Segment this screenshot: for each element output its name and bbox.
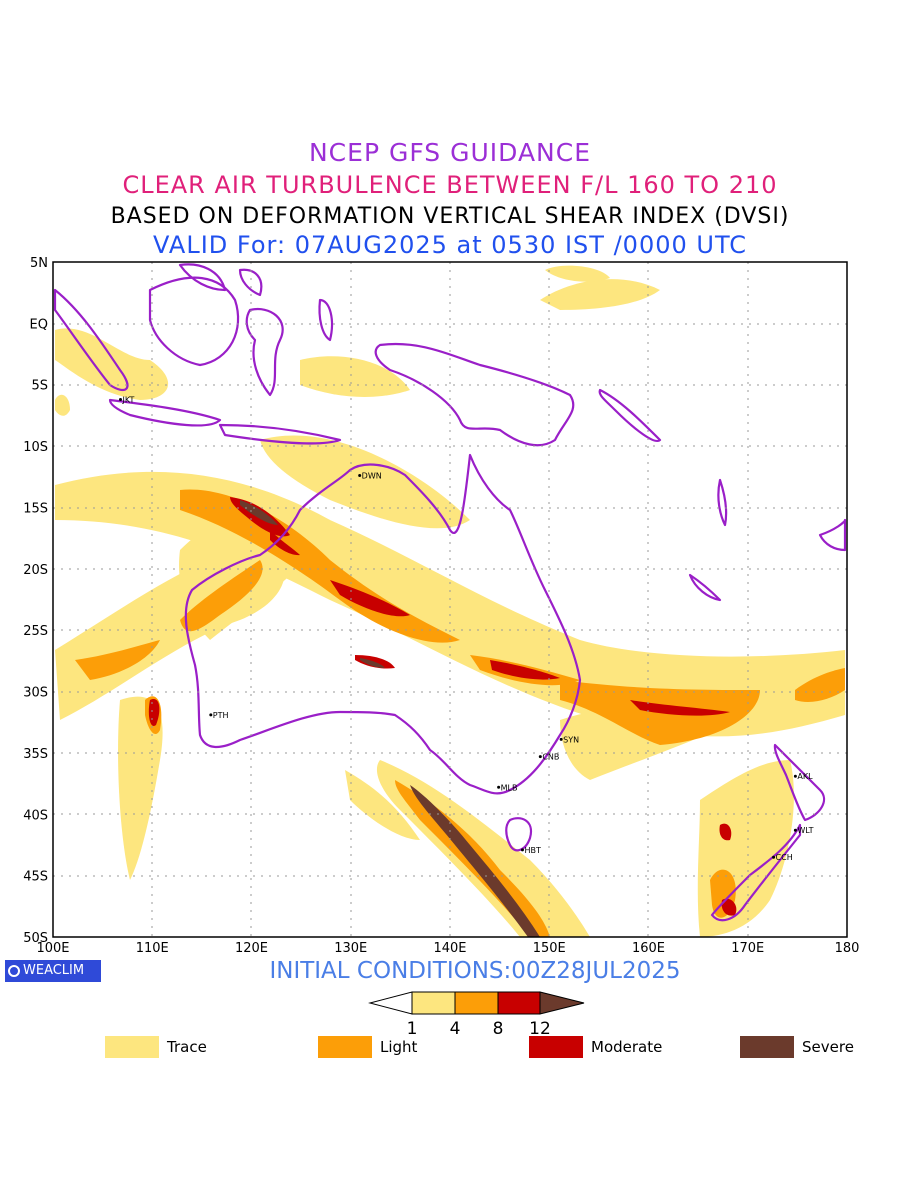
colorbar-light	[454, 991, 499, 1015]
city-label: SYN	[563, 735, 579, 744]
lat-label: 5S	[31, 379, 48, 394]
colorbar-tick: 8	[493, 1019, 504, 1039]
city-label: PTH	[213, 711, 229, 720]
map-frame	[52, 261, 848, 938]
city-label: MLB	[501, 783, 518, 792]
city-dot	[520, 848, 524, 852]
legend-swatch	[318, 1036, 372, 1058]
city-dot	[497, 785, 501, 789]
city-label: DWN	[362, 472, 382, 481]
lat-label: 20S	[23, 563, 48, 578]
lon-label: 160E	[632, 941, 665, 956]
legend-label: Severe	[802, 1038, 854, 1056]
logo-ring-icon	[8, 965, 20, 977]
lat-label: 10S	[23, 440, 48, 455]
lat-label: EQ	[30, 317, 48, 332]
colorbar-tick: 12	[529, 1019, 551, 1039]
city-label: CNB	[542, 753, 559, 762]
colorbar-tick: 1	[407, 1019, 418, 1039]
city-label: CCH	[776, 853, 793, 862]
severe-areas	[240, 500, 540, 937]
lon-label: 100E	[36, 941, 69, 956]
lon-label: 180	[835, 941, 860, 956]
title-line-3: BASED ON DEFORMATION VERTICAL SHEAR INDE…	[110, 204, 790, 229]
colorbar: 1 4 8 12	[368, 991, 585, 1039]
lat-label: 40S	[23, 808, 48, 823]
lon-label: 130E	[334, 941, 367, 956]
city-dot	[358, 474, 362, 478]
title-line-2: CLEAR AIR TURBULENCE BETWEEN F/L 160 TO …	[122, 171, 778, 199]
lon-label: 110E	[136, 941, 169, 956]
lat-label: 30S	[23, 686, 48, 701]
initial-conditions: INITIAL CONDITIONS:00Z28JUL2025	[269, 958, 681, 984]
lat-label: 50S	[23, 931, 48, 946]
colorbar-trace	[411, 991, 456, 1015]
valid-time: VALID For: 07AUG2025 at 0530 IST /0000 U…	[153, 231, 747, 259]
lat-label: 25S	[23, 624, 48, 639]
city-labels: JKT DWN PTH SYN CNB MLB HBT AKL WLT CCH	[118, 395, 814, 862]
title-line-1: NCEP GFS GUIDANCE	[308, 138, 591, 167]
coastlines	[53, 263, 847, 922]
city-dot	[559, 737, 563, 741]
lat-label: 5N	[30, 256, 48, 271]
lon-label: 120E	[235, 941, 268, 956]
lat-label: 35S	[23, 747, 48, 762]
longitude-labels: 100E 110E 120E 130E 140E 150E 160E 170E 180	[36, 941, 859, 956]
latitude-labels: 5N EQ 5S 10S 15S 20S 25S 30S 35S 40S 45S 50S	[23, 256, 48, 946]
legend-label: Light	[380, 1038, 418, 1056]
city-dot	[793, 774, 797, 778]
city-label: WLT	[797, 826, 813, 835]
city-dot	[538, 755, 542, 759]
lon-label: 140E	[433, 941, 466, 956]
colorbar-low	[368, 991, 413, 1015]
city-label: JKT	[121, 395, 134, 404]
grid	[53, 262, 847, 937]
colorbar-severe	[539, 991, 585, 1015]
city-label: AKL	[797, 772, 813, 781]
lat-label: 15S	[23, 501, 48, 516]
city-dot	[793, 828, 797, 832]
logo-text: WEACLIM	[23, 963, 85, 978]
city-dot	[118, 397, 122, 401]
city-label: HBT	[524, 846, 541, 855]
legend-label: Moderate	[591, 1038, 663, 1056]
lon-label: 150E	[533, 941, 566, 956]
lon-label: 170E	[731, 941, 764, 956]
legend-label: Trace	[167, 1038, 207, 1056]
colorbar-tick: 4	[450, 1019, 461, 1039]
legend-swatch	[529, 1036, 583, 1058]
weaclim-logo: WEACLIM	[5, 960, 101, 982]
legend-swatch	[740, 1036, 794, 1058]
city-dot	[209, 713, 213, 717]
legend-swatch	[105, 1036, 159, 1058]
lat-label: 45S	[23, 870, 48, 885]
colorbar-moderate	[497, 991, 541, 1015]
city-dot	[772, 855, 776, 859]
